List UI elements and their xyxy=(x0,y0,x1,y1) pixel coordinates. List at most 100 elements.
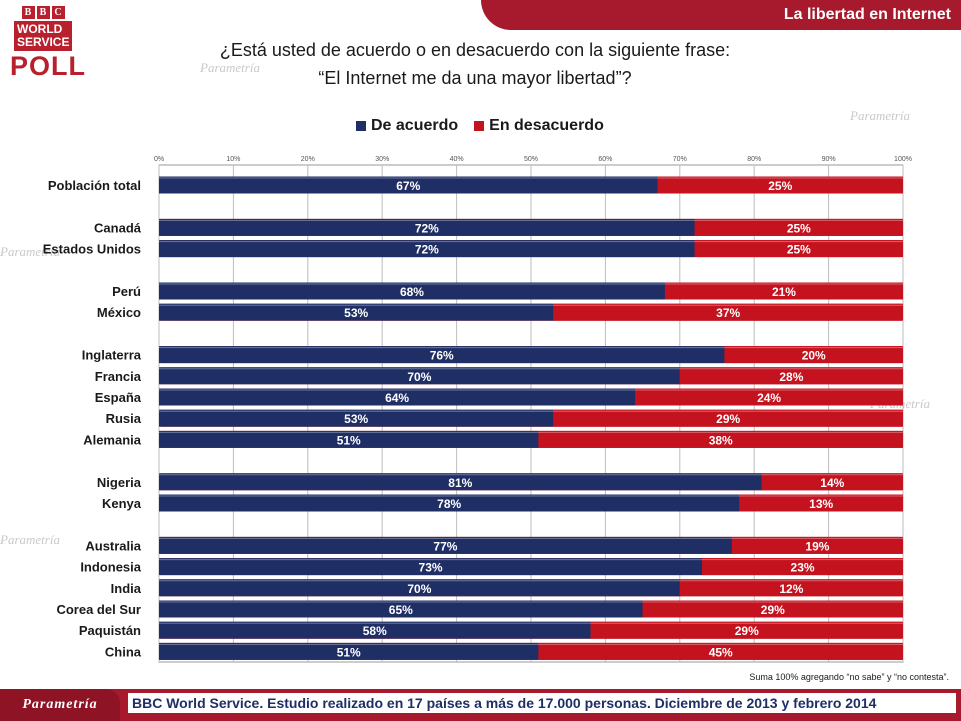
world-service-label: WORLD SERVICE xyxy=(14,21,72,51)
bar-disagree xyxy=(724,346,903,364)
bar-agree xyxy=(159,388,636,406)
bar-disagree xyxy=(731,536,903,554)
bar-disagree xyxy=(664,282,903,300)
bar-disagree xyxy=(635,388,903,406)
bar-disagree xyxy=(694,240,903,258)
x-tick-label: 70% xyxy=(673,156,687,163)
category-label: Inglaterra xyxy=(82,348,142,363)
value-label-agree: 73% xyxy=(419,561,443,575)
bbc-letters: B B C xyxy=(14,6,72,19)
value-label-disagree: 38% xyxy=(709,433,733,447)
value-label-agree: 72% xyxy=(415,221,439,235)
category-label: Población total xyxy=(48,178,141,193)
value-label-agree: 65% xyxy=(389,603,413,617)
bar-disagree xyxy=(657,176,903,194)
value-label-disagree: 24% xyxy=(757,391,781,405)
value-label-agree: 70% xyxy=(407,582,431,596)
bar-agree xyxy=(159,536,732,554)
value-label-agree: 77% xyxy=(433,539,457,553)
value-label-disagree: 28% xyxy=(779,370,803,384)
category-label: España xyxy=(95,390,142,405)
bbc-logo: B B C WORLD SERVICE POLL xyxy=(6,6,85,80)
bar-disagree xyxy=(739,494,903,512)
category-label: Nigeria xyxy=(97,475,142,490)
bar-agree xyxy=(159,473,762,491)
bar-agree xyxy=(159,430,539,448)
value-label-disagree: 29% xyxy=(761,603,785,617)
legend-label-disagree: En desacuerdo xyxy=(489,117,604,134)
bar-agree xyxy=(159,367,680,385)
value-label-agree: 53% xyxy=(344,412,368,426)
bar-agree xyxy=(159,282,665,300)
value-label-disagree: 19% xyxy=(805,539,829,553)
value-label-disagree: 14% xyxy=(820,476,844,490)
category-label: Rusia xyxy=(106,411,142,426)
value-label-disagree: 12% xyxy=(779,582,803,596)
category-label: Canadá xyxy=(94,220,142,235)
category-label: México xyxy=(97,305,141,320)
bar-agree xyxy=(159,240,695,258)
x-tick-label: 10% xyxy=(226,156,240,163)
value-label-disagree: 37% xyxy=(716,306,740,320)
legend-item-disagree: En desacuerdo xyxy=(474,117,604,135)
value-label-agree: 70% xyxy=(407,370,431,384)
watermark-logo: Parametría xyxy=(0,532,60,547)
category-label: Perú xyxy=(112,284,141,299)
bar-agree xyxy=(159,176,658,194)
value-label-agree: 67% xyxy=(396,179,420,193)
legend-label-agree: De acuerdo xyxy=(371,117,459,134)
value-label-agree: 72% xyxy=(415,243,439,257)
bar-disagree xyxy=(679,579,903,597)
category-label: Australia xyxy=(85,538,141,553)
bbc-letter: C xyxy=(51,6,65,19)
value-label-disagree: 20% xyxy=(802,349,826,363)
parametria-logo: Parametría xyxy=(0,689,120,721)
x-tick-label: 20% xyxy=(301,156,315,163)
x-tick-label: 80% xyxy=(747,156,761,163)
bar-agree xyxy=(159,409,554,427)
bar-disagree xyxy=(694,218,903,236)
bar-agree xyxy=(159,346,725,364)
value-label-disagree: 25% xyxy=(768,179,792,193)
bar-disagree xyxy=(538,642,903,660)
value-label-disagree: 21% xyxy=(772,285,796,299)
category-label: Indonesia xyxy=(80,560,141,575)
bar-disagree xyxy=(538,430,903,448)
value-label-agree: 68% xyxy=(400,285,424,299)
category-label: Paquistán xyxy=(79,623,141,638)
section-title: La libertad en Internet xyxy=(783,6,951,23)
watermark-logo: Parametría xyxy=(850,108,910,123)
value-label-disagree: 25% xyxy=(787,221,811,235)
category-label: Francia xyxy=(95,369,142,384)
value-label-disagree: 29% xyxy=(716,412,740,426)
legend: De acuerdo En desacuerdo xyxy=(356,117,604,135)
bar-agree xyxy=(159,579,680,597)
bar-disagree xyxy=(679,367,903,385)
category-label: Estados Unidos xyxy=(43,242,141,257)
x-tick-label: 100% xyxy=(894,156,912,163)
x-tick-label: 0% xyxy=(154,156,164,163)
stacked-bar-chart: 0% 10% 20% 30% 40% 50% 60% 70% 80% 90% 100% Poblaci… xyxy=(43,156,912,663)
source-note: BBC World Service. Estudio realizado en … xyxy=(128,693,956,713)
value-label-disagree: 29% xyxy=(735,624,759,638)
x-tick-label: 90% xyxy=(822,156,836,163)
bar-disagree xyxy=(553,409,903,427)
bar-disagree xyxy=(761,473,903,491)
question-line-2: “El Internet me da una mayor libertad”? xyxy=(318,68,632,88)
legend-item-agree: De acuerdo xyxy=(356,117,458,135)
bar-agree xyxy=(159,494,740,512)
value-label-agree: 78% xyxy=(437,497,461,511)
value-label-agree: 51% xyxy=(337,433,361,447)
bar-agree xyxy=(159,218,695,236)
bar-agree xyxy=(159,558,703,576)
value-label-disagree: 13% xyxy=(809,497,833,511)
x-tick-label: 60% xyxy=(598,156,612,163)
bar-agree xyxy=(159,600,643,618)
footnote: Suma 100% agregando “no sabe” y “no cont… xyxy=(749,672,949,682)
bbc-letter: B xyxy=(21,6,35,19)
bar-agree xyxy=(159,621,591,639)
bar-agree xyxy=(159,642,539,660)
category-label: China xyxy=(105,644,142,659)
value-label-agree: 51% xyxy=(337,645,361,659)
bar-disagree xyxy=(642,600,903,618)
